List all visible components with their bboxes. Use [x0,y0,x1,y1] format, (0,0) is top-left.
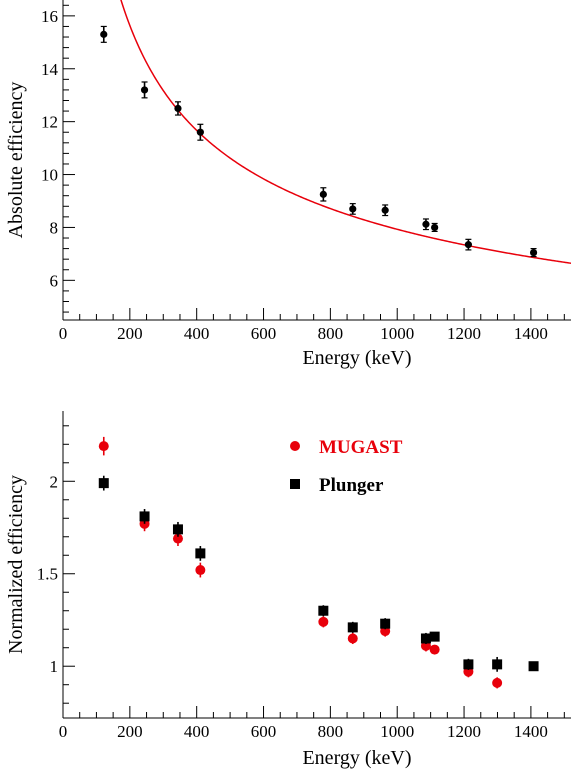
y-axis-title: Absolute efficiency [5,82,27,239]
legend-marker-plunger [290,479,300,489]
data-point-plunger [528,661,539,672]
y-tick-label: 6 [50,271,59,290]
data-point-series [464,241,472,249]
x-tick-label: 200 [117,324,143,343]
x-tick-label: 1200 [447,722,481,741]
data-point-plunger [98,478,109,489]
data-point-plunger [420,633,431,644]
data-point-plunger [492,659,503,670]
x-tick-label: 1200 [447,324,481,343]
y-tick-label: 10 [41,166,58,185]
data-point-mugast [172,533,183,544]
data-point-mugast [195,565,206,576]
y-tick-label: 2 [50,472,59,491]
data-point-series [319,190,327,198]
data-point-mugast [492,677,503,688]
data-point-mugast [318,616,329,627]
legend-marker-mugast [290,441,300,451]
plot-area [100,0,571,264]
x-tick-label: 200 [117,722,143,741]
legend-label-plunger: Plunger [319,475,384,496]
y-tick-label: 1 [50,657,59,676]
x-tick-label: 800 [318,324,344,343]
data-point-mugast [347,633,358,644]
data-point-series [422,220,430,228]
x-tick-label: 1400 [514,324,548,343]
fit-curve [120,0,571,264]
data-point-series [349,205,357,213]
chart-panel-2: 0 200 400 600 800 1000 1200 1400 1 1.5 2 Energy (ke… [5,411,571,769]
data-point-plunger [463,659,474,670]
data-point-series [100,30,108,38]
data-point-series [431,223,439,232]
y-axis-title: Normalized efficiency [5,475,27,654]
data-point-plunger [347,622,358,633]
x-tick-label: 1000 [380,324,414,343]
legend-label-mugast: MUGAST [319,437,403,458]
x-tick-label: 800 [318,722,344,741]
y-tick-label: 14 [41,60,59,79]
data-point-mugast [98,441,109,452]
y-tick-label: 16 [41,7,58,26]
data-point-series [140,86,149,94]
plot-area [98,436,539,689]
y-tick-label: 8 [50,218,59,237]
x-tick-label: 600 [251,722,277,741]
data-point-plunger [318,605,329,616]
y-tick-label: 12 [41,113,58,132]
x-axis-title: Energy (keV) [302,747,411,769]
data-point-plunger [380,618,391,629]
x-tick-label: 0 [59,722,68,741]
data-point-series [196,128,204,136]
x-tick-label: 1400 [514,722,548,741]
data-point-plunger [139,511,150,522]
data-point-mugast [429,644,440,655]
x-tick-label: 400 [184,324,210,343]
chart-panel-1: 0 200 400 600 800 1000 1200 1400 6 8 10 12 14 16 Energ… [5,0,571,369]
data-point-series [174,104,182,113]
x-tick-label: 0 [59,324,68,343]
data-point-plunger [195,548,206,559]
x-tick-label: 400 [184,722,210,741]
x-tick-label: 600 [251,324,277,343]
data-point-series [529,248,538,257]
legend: MUGAST Plunger [290,437,403,496]
data-point-plunger [429,631,440,642]
data-point-series [381,206,389,214]
x-axis-title: Energy (keV) [302,347,411,369]
data-point-plunger [172,524,183,535]
x-tick-label: 1000 [380,722,414,741]
y-tick-label: 1.5 [37,565,58,584]
